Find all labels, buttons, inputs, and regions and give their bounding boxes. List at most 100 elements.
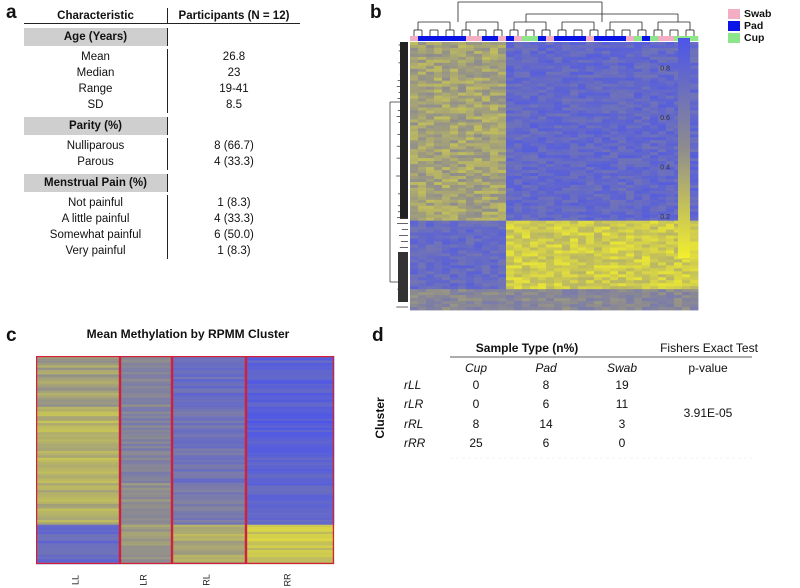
heatmap-cell	[594, 232, 603, 236]
heatmap-cell	[474, 247, 483, 251]
heatmap-cell	[594, 86, 603, 91]
heatmap-cell	[450, 289, 459, 293]
heatmap-cell	[474, 101, 483, 105]
heatmap-cell	[426, 128, 435, 132]
heatmap-cell	[586, 95, 595, 99]
heatmap-cell	[450, 187, 459, 192]
heatmap-cell	[498, 265, 507, 269]
heatmap-cell	[610, 170, 619, 174]
heatmap-cell	[586, 265, 595, 269]
heatmap-cell	[434, 176, 443, 180]
heatmap-cell	[602, 47, 611, 52]
heatmap-cell	[546, 277, 555, 281]
rpmm-cell	[120, 399, 173, 403]
heatmap-cell	[506, 131, 515, 135]
heatmap-cell	[450, 68, 459, 73]
heatmap-cell	[410, 226, 419, 230]
heatmap-cell	[554, 164, 563, 168]
heatmap-cell	[562, 125, 571, 129]
heatmap-cell	[538, 125, 547, 129]
rpmm-cell	[172, 550, 247, 553]
rpmm-cell	[36, 453, 121, 456]
heatmap-cell	[442, 280, 451, 284]
heatmap-cell	[498, 170, 507, 174]
heatmap-cell	[602, 167, 611, 171]
heatmap-cell	[410, 176, 419, 180]
heatmap-cell	[562, 187, 571, 192]
heatmap-cell	[522, 116, 531, 120]
heatmap-cell	[498, 50, 507, 55]
heatmap-cell	[570, 250, 579, 254]
heatmap-cell	[434, 167, 443, 171]
heatmap-cell	[442, 116, 451, 120]
heatmap-cell	[474, 107, 483, 111]
heatmap-cell	[506, 74, 515, 79]
heatmap-cell	[410, 158, 419, 162]
rpmm-cell	[246, 427, 335, 431]
heatmap-cell	[538, 101, 547, 105]
heatmap-cell	[410, 235, 419, 239]
sample-type-cell	[450, 36, 459, 41]
heatmap-cell	[642, 164, 651, 168]
row-label: Median	[76, 67, 115, 79]
heatmap-cell	[682, 295, 691, 299]
heatmap-cell	[482, 211, 491, 216]
heatmap-cell	[546, 193, 555, 198]
heatmap-cell	[554, 223, 563, 228]
heatmap-cell	[594, 56, 603, 61]
heatmap-cell	[482, 199, 491, 204]
rpmm-cell	[120, 483, 173, 486]
heatmap-cell	[506, 140, 515, 144]
heatmap-cell	[546, 208, 555, 213]
heatmap-cell	[474, 223, 483, 228]
rpmm-cell	[172, 492, 247, 495]
heatmap-cell	[586, 167, 595, 171]
heatmap-cell	[682, 286, 691, 290]
rpmm-cell	[172, 527, 247, 530]
rpmm-cell	[120, 496, 173, 500]
colorbar-tick-label: 0.4	[660, 165, 670, 172]
heatmap-cell	[554, 42, 563, 46]
heatmap-cell	[610, 205, 619, 210]
heatmap-cell	[490, 161, 499, 165]
heatmap-cell	[594, 268, 603, 272]
rpmm-cell	[172, 365, 247, 368]
heatmap-cell	[642, 119, 651, 123]
heatmap-cell	[562, 98, 571, 102]
sample-type-cell	[410, 36, 419, 41]
rpmm-cell	[172, 404, 247, 408]
heatmap-cell	[546, 152, 555, 156]
heatmap-cell	[642, 241, 651, 245]
heatmap-cell	[690, 298, 699, 302]
heatmap-cell	[482, 301, 491, 305]
rpmm-cell	[36, 429, 121, 433]
rpmm-cell	[172, 453, 247, 456]
heatmap-cell	[498, 71, 507, 76]
heatmap-cell	[690, 110, 699, 114]
heatmap-cell	[578, 143, 587, 147]
heatmap-cell	[602, 202, 611, 207]
heatmap-cell	[626, 89, 635, 94]
heatmap-cell	[522, 256, 531, 260]
heatmap-cell	[586, 238, 595, 242]
heatmap-cell	[490, 107, 499, 111]
heatmap-cell	[466, 274, 475, 278]
heatmap-cell	[618, 244, 627, 248]
heatmap-cell	[658, 307, 667, 311]
heatmap-cell	[418, 80, 427, 85]
heatmap-cell	[506, 193, 515, 198]
heatmap-cell	[586, 113, 595, 117]
rpmm-cell	[120, 557, 173, 560]
heatmap-cell	[570, 235, 579, 239]
heatmap-cell	[690, 205, 699, 210]
heatmap-cell	[538, 104, 547, 108]
heatmap-cell	[666, 176, 675, 180]
heatmap-cell	[434, 74, 443, 79]
heatmap-cell	[546, 190, 555, 195]
rpmm-cell	[120, 423, 173, 426]
heatmap-cell	[458, 173, 467, 177]
heatmap-cell	[586, 232, 595, 236]
heatmap-cell	[650, 217, 659, 222]
heatmap-cell	[410, 304, 419, 308]
heatmap-cell	[538, 110, 547, 114]
